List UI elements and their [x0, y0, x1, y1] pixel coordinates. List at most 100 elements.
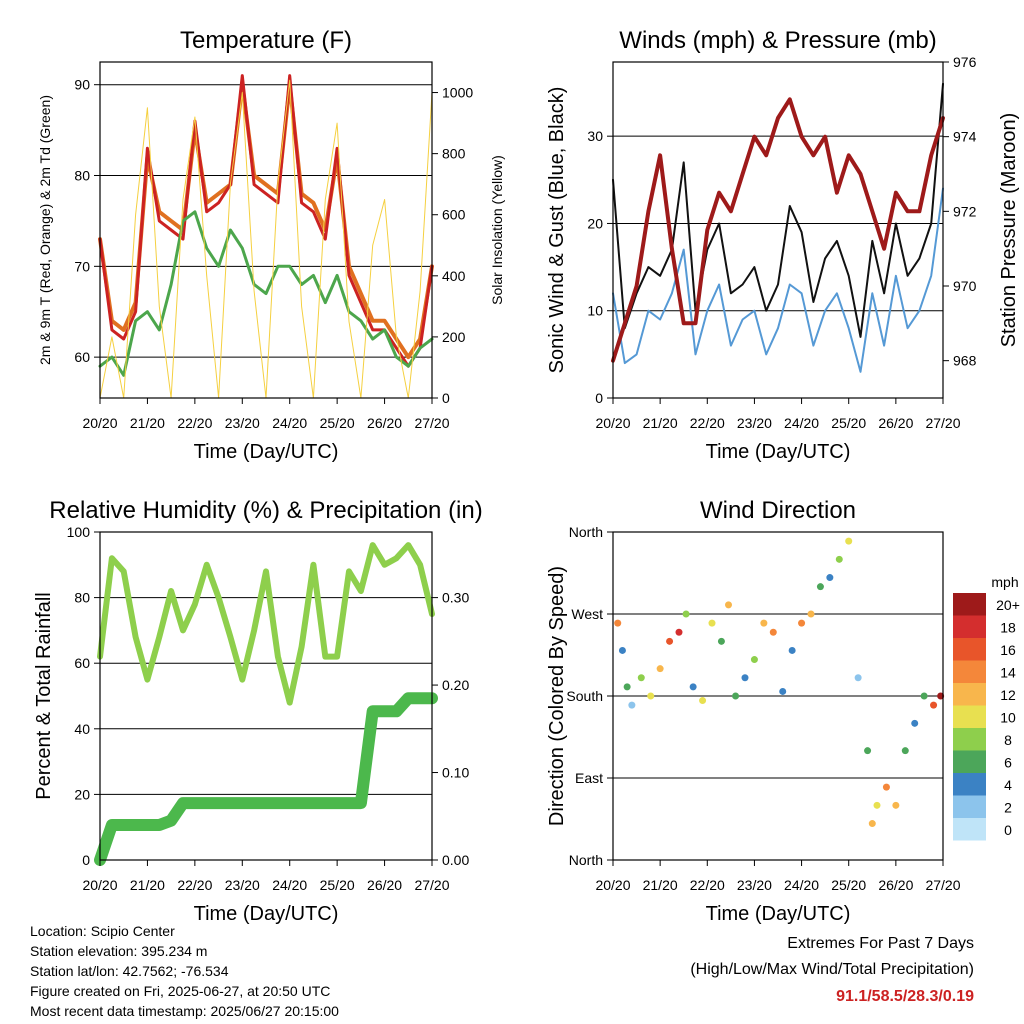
scatter-point: [873, 801, 881, 809]
scatter-point: [741, 674, 749, 682]
legend-swatch: [953, 615, 986, 638]
scatter-point: [750, 656, 758, 664]
y2-tick-label: 974: [953, 129, 977, 145]
scatter-point: [647, 692, 655, 700]
y-tick-label: 100: [67, 524, 91, 540]
x-tick-label: 27/20: [925, 415, 960, 431]
y-tick-label: 60: [74, 655, 90, 671]
x-tick-label: 21/20: [130, 877, 165, 893]
x-tick-label: 20/20: [595, 877, 630, 893]
y-tick-label: 0: [82, 852, 90, 868]
series-line-2: [611, 97, 945, 363]
legend-label: 20+: [996, 597, 1020, 613]
legend-swatch: [953, 638, 986, 661]
legend-swatch: [953, 683, 986, 706]
y2-tick-label: 968: [953, 353, 977, 369]
scatter-point: [699, 697, 707, 705]
x-tick-label: 20/20: [82, 877, 117, 893]
y-axis-label: 2m & 9m T (Red, Orange) & 2m Td (Green): [37, 95, 53, 365]
x-tick-label: 26/20: [367, 877, 402, 893]
scatter-point: [835, 555, 843, 563]
x-tick-label: 23/20: [737, 877, 772, 893]
scatter-point: [826, 574, 834, 582]
scatter-point: [892, 801, 900, 809]
y-tick-label: 90: [74, 77, 90, 93]
plot-frame: [612, 61, 944, 399]
scatter-point: [788, 646, 796, 654]
scatter-point: [708, 619, 716, 627]
x-tick-label: 27/20: [414, 877, 449, 893]
scatter-point: [816, 583, 824, 591]
footer-created: Figure created on Fri, 2025-06-27, at 20…: [30, 983, 331, 999]
y-tick-label: 30: [587, 128, 603, 144]
scatter-point: [930, 701, 938, 709]
scatter-point: [845, 537, 853, 545]
x-tick-label: 25/20: [320, 877, 355, 893]
y-tick-label: 10: [587, 303, 603, 319]
legend-label: 12: [1000, 687, 1016, 703]
x-tick-label: 25/20: [831, 415, 866, 431]
x-tick-label: 24/20: [272, 877, 307, 893]
scatter-point: [656, 665, 664, 673]
extremes-title: Extremes For Past 7 Days: [787, 935, 974, 952]
scatter-point: [807, 610, 815, 618]
scatter-point: [614, 619, 622, 627]
y2-tick-label: 0.10: [442, 765, 469, 781]
series-line-1: [98, 74, 434, 368]
scatter-point: [911, 719, 919, 727]
y-tick-label: North: [569, 852, 603, 868]
scatter-point: [628, 701, 636, 709]
x-tick-label: 24/20: [272, 415, 307, 431]
scatter-point: [882, 783, 890, 791]
x-tick-label: 23/20: [737, 415, 772, 431]
y-tick-label: 80: [74, 590, 90, 606]
legend-swatch: [953, 660, 986, 683]
y2-tick-label: 976: [953, 54, 977, 70]
series-line-0: [97, 542, 435, 706]
legend-title: mph: [991, 574, 1018, 590]
plot-frame: [612, 531, 944, 861]
x-tick-label: 22/20: [177, 877, 212, 893]
x-tick-label: 21/20: [643, 877, 678, 893]
y-tick-label: 20: [74, 786, 90, 802]
y2-tick-label: 0.30: [442, 590, 469, 606]
y2-tick-label: 400: [442, 268, 466, 284]
panel-title: Temperature (F): [180, 27, 352, 54]
y2-axis-label: Station Pressure (Maroon): [998, 113, 1020, 348]
legend-label: 2: [1004, 800, 1012, 816]
extremes-subtitle: (High/Low/Max Wind/Total Precipitation): [690, 961, 974, 978]
y-axis-label: Sonic Wind & Gust (Blue, Black): [546, 87, 568, 374]
legend-label: 0: [1004, 822, 1012, 838]
scatter-point: [717, 637, 725, 645]
x-axis-label: Time (Day/UTC): [194, 441, 339, 463]
panel-title: Winds (mph) & Pressure (mb): [619, 27, 936, 54]
scatter-point: [760, 619, 768, 627]
y-tick-label: West: [571, 606, 603, 622]
scatter-point: [854, 674, 862, 682]
panel-title: Relative Humidity (%) & Precipitation (i…: [49, 497, 482, 524]
panel-title: Wind Direction: [700, 497, 856, 524]
x-tick-label: 27/20: [925, 877, 960, 893]
x-tick-label: 25/20: [320, 415, 355, 431]
y-tick-label: East: [575, 770, 603, 786]
legend-label: 8: [1004, 732, 1012, 748]
scatter-point: [682, 610, 690, 618]
x-tick-label: 24/20: [784, 415, 819, 431]
scatter-point: [901, 747, 909, 755]
y-tick-label: 70: [74, 258, 90, 274]
y-tick-label: 40: [74, 721, 90, 737]
footer-recent: Most recent data timestamp: 2025/06/27 2…: [30, 1003, 339, 1019]
scatter-point: [725, 601, 732, 609]
y2-tick-label: 600: [442, 207, 466, 223]
y-tick-label: 60: [74, 349, 90, 365]
legend-label: 16: [1000, 642, 1016, 658]
scatter-point: [689, 683, 697, 691]
x-axis-label: Time (Day/UTC): [706, 441, 851, 463]
x-tick-label: 22/20: [177, 415, 212, 431]
series-line-1: [94, 692, 438, 866]
scatter-point: [937, 692, 945, 700]
x-tick-label: 23/20: [225, 877, 260, 893]
x-tick-label: 20/20: [82, 415, 117, 431]
x-axis-label: Time (Day/UTC): [706, 903, 851, 925]
